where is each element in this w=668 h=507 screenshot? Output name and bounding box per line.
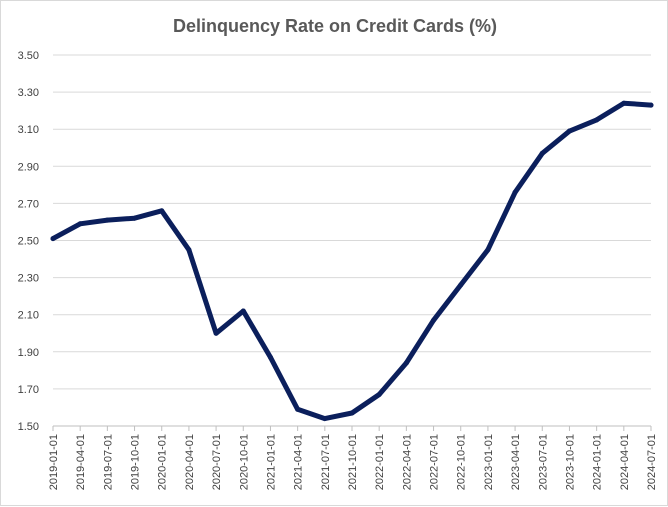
y-tick-label: 2.50: [18, 236, 39, 248]
data-point: [594, 117, 600, 123]
y-tick-label: 3.10: [18, 124, 39, 136]
x-axis-ticks: 2019-01-01 2019-04-01 2019-07-01 2019-10-01…: [48, 426, 658, 490]
data-point: [50, 236, 56, 242]
data-point: [431, 317, 437, 323]
data-point: [648, 102, 654, 108]
data-point: [539, 150, 545, 156]
data-point: [295, 406, 301, 412]
y-tick-label: 3.30: [18, 87, 39, 99]
data-point: [213, 330, 219, 336]
data-point: [376, 391, 382, 397]
data-point: [512, 189, 518, 195]
x-tick-label: 2021-10-01: [347, 434, 359, 490]
y-tick-label: 1.50: [18, 421, 39, 433]
data-point: [322, 416, 328, 422]
x-tick-label: 2019-01-01: [48, 434, 60, 490]
x-tick-label: 2024-01-01: [592, 434, 604, 490]
y-tick-label: 3.50: [18, 50, 39, 62]
data-point: [77, 221, 83, 227]
data-point: [240, 308, 246, 314]
chart-title: Delinquency Rate on Credit Cards (%): [173, 16, 497, 36]
x-tick-label: 2022-07-01: [429, 434, 441, 490]
x-tick-label: 2020-10-01: [238, 434, 250, 490]
x-tick-label: 2019-07-01: [102, 434, 114, 490]
x-tick-label: 2020-04-01: [184, 434, 196, 490]
x-tick-label: 2019-10-01: [130, 434, 142, 490]
data-point: [132, 215, 138, 221]
data-point: [267, 354, 273, 360]
x-tick-label: 2022-04-01: [401, 434, 413, 490]
x-tick-label: 2023-04-01: [510, 434, 522, 490]
data-point: [186, 247, 192, 253]
data-point: [566, 128, 572, 134]
data-point: [485, 247, 491, 253]
series: [50, 100, 654, 422]
y-axis-ticks: 1.50 1.70 1.90 2.10 2.30 2.50 2.70 2.90 3.10 3.30…: [18, 50, 39, 433]
x-tick-label: 2022-10-01: [456, 434, 468, 490]
data-point: [104, 217, 110, 223]
x-tick-label: 2023-07-01: [537, 434, 549, 490]
x-tick-label: 2024-04-01: [619, 434, 631, 490]
x-tick-label: 2020-01-01: [157, 434, 169, 490]
data-point: [159, 208, 165, 214]
x-tick-label: 2024-07-01: [646, 434, 658, 490]
x-tick-label: 2021-07-01: [320, 434, 332, 490]
data-point: [349, 410, 355, 416]
series-line: [50, 100, 654, 422]
x-tick-label: 2021-01-01: [265, 434, 277, 490]
y-tick-label: 2.10: [18, 310, 39, 322]
data-point: [403, 360, 409, 366]
y-tick-label: 2.30: [18, 273, 39, 285]
x-tick-label: 2020-07-01: [211, 434, 223, 490]
data-point: [458, 282, 464, 288]
data-point: [621, 100, 627, 106]
x-tick-label: 2023-10-01: [564, 434, 576, 490]
x-tick-label: 2019-04-01: [75, 434, 87, 490]
y-tick-label: 1.90: [18, 347, 39, 359]
y-tick-label: 2.90: [18, 161, 39, 173]
x-tick-label: 2021-04-01: [293, 434, 305, 490]
x-tick-label: 2023-01-01: [483, 434, 495, 490]
gridlines: [53, 54, 651, 427]
y-tick-label: 1.70: [18, 384, 39, 396]
x-tick-label: 2022-01-01: [374, 434, 386, 490]
y-tick-label: 2.70: [18, 198, 39, 210]
